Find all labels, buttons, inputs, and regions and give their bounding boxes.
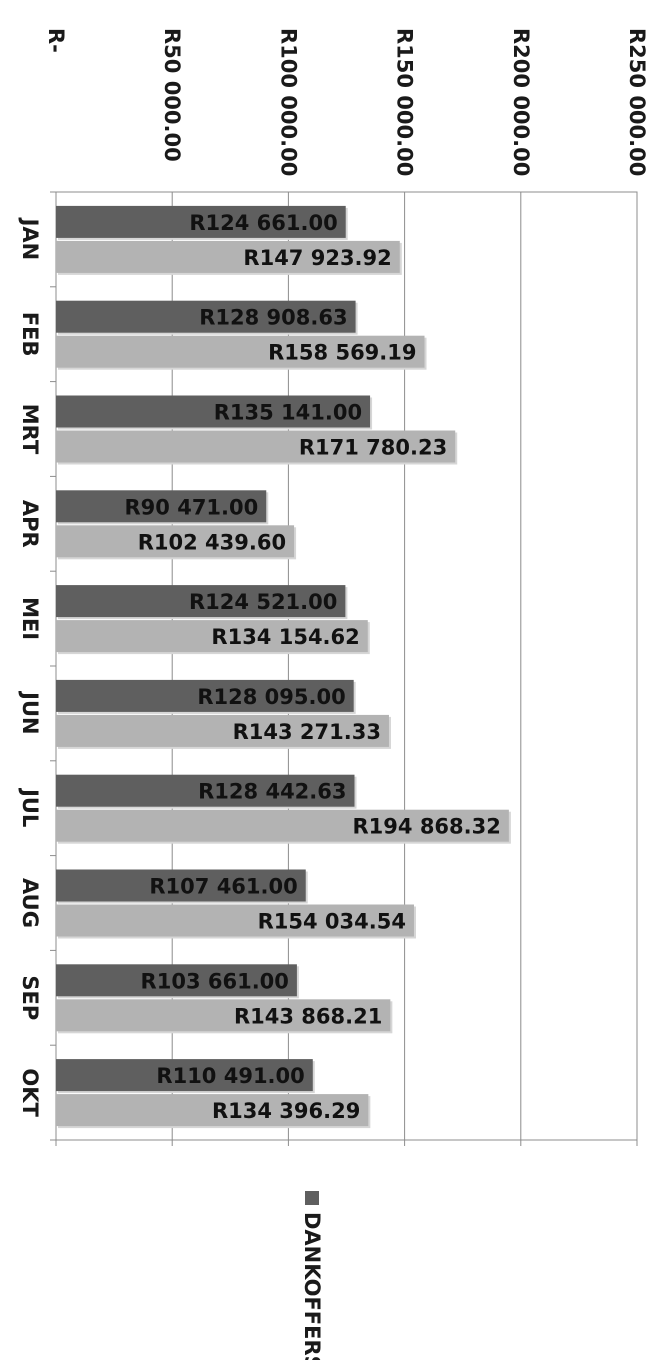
bar [56,395,371,428]
value-tick-label: R250 000.00 [625,28,649,176]
bar [56,205,346,238]
bar-data-label: R103 661.00 [141,969,289,993]
bar-data-label: R128 908.63 [199,306,347,330]
value-axis-ticks: R- R50 000.00 R100 000.00 R150 000.00 R200 0… [44,28,649,176]
bar [56,525,295,558]
bar-data-label: R124 521.00 [189,590,337,614]
bar-data-label: R147 923.92 [243,246,391,270]
bar-data-label: R158 569.19 [268,341,416,365]
category-label: APR [18,500,42,548]
bar [56,1059,313,1092]
value-tick-label: R50 000.00 [160,28,184,162]
bar [56,240,400,273]
bar [56,679,354,712]
bar [56,999,391,1032]
bar [56,809,509,842]
bar-data-label: R90 471.00 [125,495,259,519]
category-label: JUL [18,787,42,827]
category-label: AUG [18,878,42,928]
category-label: MEI [18,597,42,640]
category-label: SEP [18,975,42,1020]
value-tick-label: R200 000.00 [509,28,533,176]
bar [56,585,346,618]
bar-data-label: R143 868.21 [234,1004,382,1028]
legend-swatch [305,1191,319,1205]
bar [56,620,368,653]
bar [56,430,456,463]
bar-data-label: R128 095.00 [197,685,345,709]
bar-data-label: R171 780.23 [299,436,447,460]
category-label: OKT [18,1068,42,1117]
category-label: MRT [18,404,42,455]
bar-data-label: R134 154.62 [211,625,359,649]
bar [56,490,267,523]
bar [56,335,425,368]
bars: R124 661.00 R147 923.92 R128 908.63 R158 56… [56,205,511,1129]
bar-data-label: R107 461.00 [149,875,297,899]
category-axis: JAN FEB MRT APR MEI JUN JUL AUG SEP OKT [18,217,42,1118]
bar [56,904,414,937]
bar-data-label: R143 271.33 [233,720,381,744]
category-label: FEB [18,312,42,357]
value-tick-label: R150 000.00 [393,28,417,176]
bar [56,869,306,902]
bar [56,300,356,333]
bar-data-label: R135 141.00 [214,401,362,425]
bar-data-label: R124 661.00 [189,211,337,235]
bar [56,774,355,807]
bar [56,964,297,997]
bar-data-label: R194 868.32 [353,815,501,839]
value-tick-label: R- [44,28,68,53]
legend: DANKOFFERS [300,1191,324,1360]
category-label: JUN [18,690,42,734]
bar-data-label: R128 442.63 [198,780,346,804]
bar-data-label: R154 034.54 [258,910,406,934]
legend-label: DANKOFFERS [300,1212,324,1360]
bar-data-label: R110 491.00 [156,1064,304,1088]
bar [56,714,389,747]
category-label: JAN [18,217,42,261]
bar-data-label: R102 439.60 [138,530,286,554]
value-tick-label: R100 000.00 [276,28,300,176]
bar-data-label: R134 396.29 [212,1099,360,1123]
bar [56,1094,369,1127]
